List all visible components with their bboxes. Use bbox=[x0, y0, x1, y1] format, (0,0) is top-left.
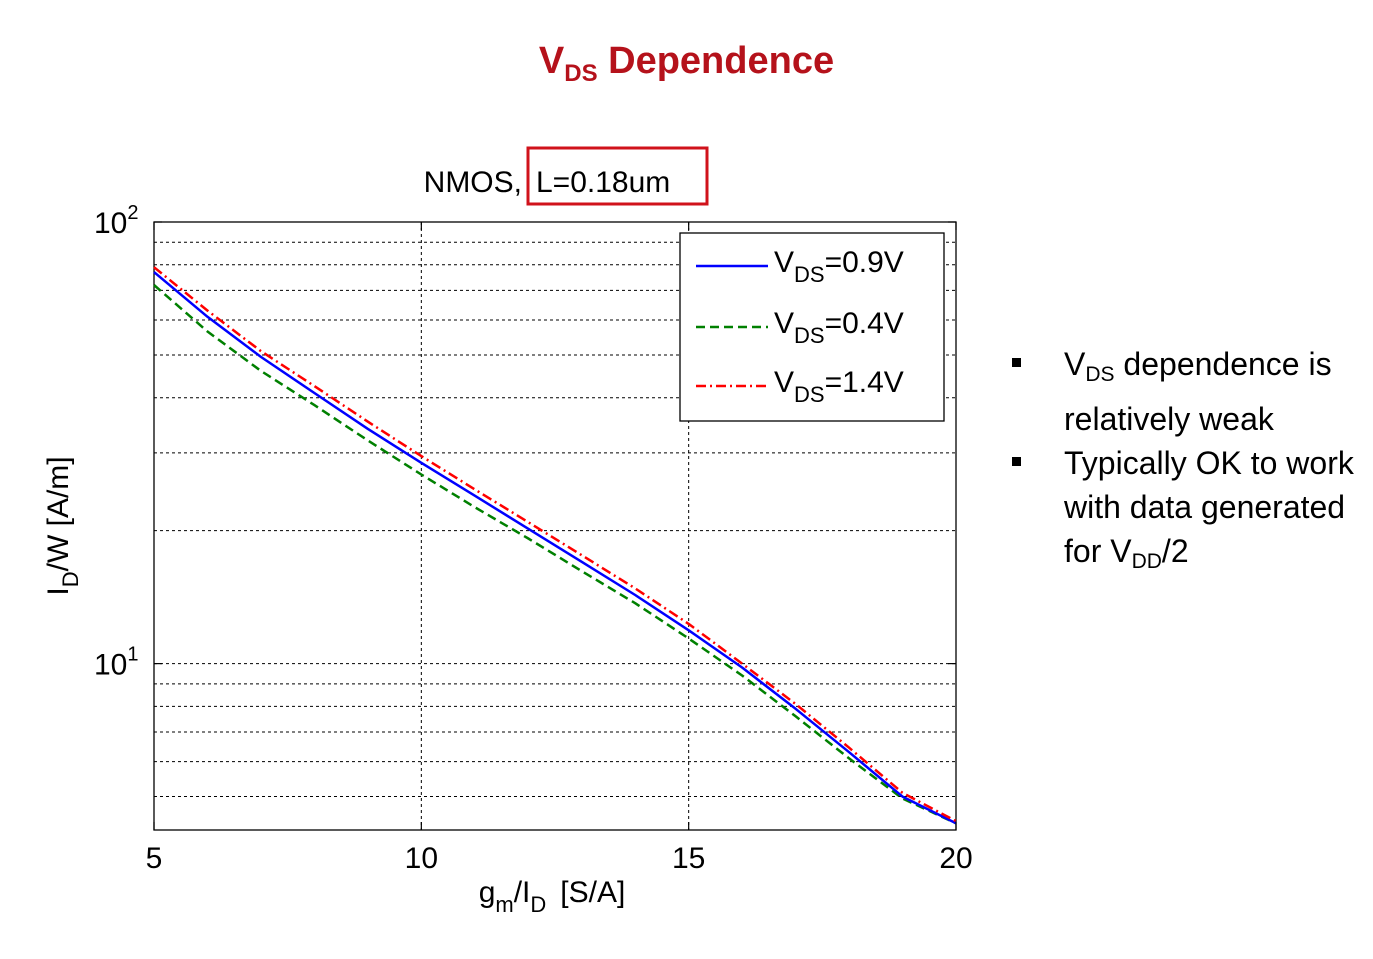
series-vds-14 bbox=[153, 266, 957, 823]
bullet-square-icon bbox=[1012, 358, 1021, 367]
bullet-item: VDS dependence is relatively weak bbox=[1008, 342, 1368, 441]
bullet-square-icon bbox=[1012, 457, 1021, 466]
x-tick-label: 20 bbox=[939, 842, 972, 875]
chart-title-highlight: L=0.18um bbox=[536, 166, 670, 199]
highlight-box bbox=[526, 146, 709, 206]
series-vds-09 bbox=[153, 271, 957, 825]
x-axis-label: gm/ID [S/A] bbox=[479, 876, 626, 917]
legend: VDS=0.9V VDS=0.4V VDS=1.4V bbox=[679, 232, 945, 422]
legend-entry-vds-14: VDS=1.4V bbox=[774, 366, 904, 407]
plot-frame bbox=[153, 221, 957, 831]
bullet-list: VDS dependence is relatively weak Typica… bbox=[1008, 342, 1368, 584]
y-tick-label: 101 bbox=[94, 644, 139, 682]
y-tick-label: 102 bbox=[94, 202, 139, 240]
y-axis-label: ID/W [A/m] bbox=[42, 456, 83, 595]
legend-entry-vds-04: VDS=0.4V bbox=[774, 307, 904, 348]
slide-title: VDS Dependence bbox=[538, 40, 835, 87]
chart-title-prefix: NMOS, bbox=[424, 166, 522, 199]
x-tick-label: 10 bbox=[405, 842, 438, 875]
bullet-item: Typically OK to work with data generated… bbox=[1008, 441, 1368, 584]
series-group bbox=[153, 266, 957, 825]
x-tick-label: 15 bbox=[672, 842, 705, 875]
x-tick-label: 5 bbox=[146, 842, 163, 875]
series-vds-04 bbox=[153, 284, 957, 825]
legend-entry-vds-09: VDS=0.9V bbox=[774, 246, 904, 287]
ticks-group: 5 10 15 20 101 102 bbox=[94, 202, 973, 875]
